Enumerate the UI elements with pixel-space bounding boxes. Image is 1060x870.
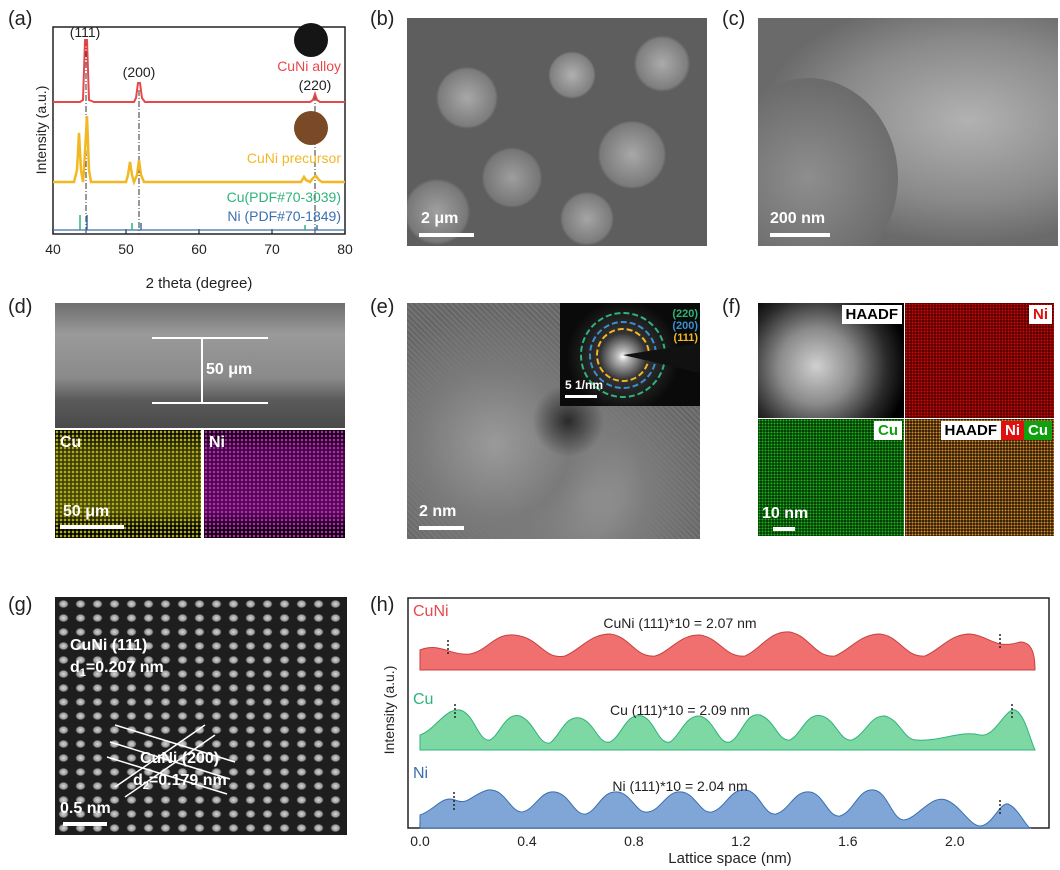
h-xlabel: Lattice space (nm) xyxy=(668,850,791,867)
x-tick-label: 1.2 xyxy=(731,833,751,849)
d-spacing-2: d2=0.179 nm xyxy=(133,772,227,793)
panel-label-d: (d) xyxy=(8,296,33,318)
plane-label-1: CuNi (111) xyxy=(70,637,148,654)
panel-label-e: (e) xyxy=(370,296,395,318)
xrd-xlabel: 2 theta (degree) xyxy=(146,275,253,292)
x-tick-label: 1.6 xyxy=(838,833,858,849)
cu-equation: Cu (111)*10 = 2.09 nm xyxy=(610,702,750,718)
scale-bar-label: 2 nm xyxy=(419,503,457,520)
x-tick-label: 0.8 xyxy=(624,833,644,849)
scale-bar xyxy=(773,527,795,531)
peak-label-200: (200) xyxy=(123,64,156,80)
ni-ref-label: Ni (PDF#70-1849) xyxy=(227,208,341,224)
thickness-arrow xyxy=(201,339,203,402)
scale-bar-label: 200 nm xyxy=(770,210,826,227)
cuni-profile xyxy=(419,631,1036,671)
merge-haadf-tag: HAADF xyxy=(940,421,1001,440)
cuni-series-label: CuNi xyxy=(413,603,449,620)
merge-ni-tag: Ni xyxy=(1001,421,1024,440)
haadf-image: HAADF xyxy=(758,303,904,418)
peak-label-220: (220) xyxy=(299,77,332,93)
panel-label-f: (f) xyxy=(722,296,741,318)
alloy-photo xyxy=(294,23,328,57)
saed-ring-200: (200) xyxy=(672,320,698,332)
x-tick-label: 40 xyxy=(45,241,61,257)
eds-map-merge: HAADF Ni Cu xyxy=(905,419,1054,536)
ni-tag: Ni xyxy=(1029,305,1052,324)
panel-label-h: (h) xyxy=(370,594,395,616)
sem-image-b: 2 μm xyxy=(407,18,707,246)
eds-label-ni: Ni xyxy=(209,434,225,451)
precursor-pattern xyxy=(53,115,345,186)
sem-image-c: 200 nm xyxy=(758,18,1058,246)
ni-equation: Ni (111)*10 = 2.04 nm xyxy=(612,778,747,794)
hrtem-image-e: 2 nm xyxy=(407,303,700,539)
cu-series-label: Cu xyxy=(413,691,433,708)
x-tick-label: 60 xyxy=(191,241,207,257)
x-tick-label: 80 xyxy=(337,241,353,257)
x-tick-label: 0.4 xyxy=(517,833,537,849)
panel-label-b: (b) xyxy=(370,8,395,30)
h-ylabel: Intensity (a.u.) xyxy=(381,666,397,755)
scale-bar xyxy=(60,525,124,529)
panel-label-c: (c) xyxy=(722,8,746,30)
saed-ring-220: (220) xyxy=(672,308,698,320)
thickness-bar-top xyxy=(152,337,268,339)
merge-cu-tag: Cu xyxy=(1024,421,1052,440)
x-tick-label: 50 xyxy=(118,241,134,257)
precursor-photo xyxy=(294,111,328,145)
ni-series-label: Ni xyxy=(413,765,428,782)
scale-bar-label: 50 μm xyxy=(63,503,110,520)
saed-scale-label: 5 1/nm xyxy=(565,378,603,392)
scale-bar-label: 0.5 nm xyxy=(60,800,111,817)
thickness-bar-bottom xyxy=(152,402,268,404)
d-spacing-1: d1=0.207 nm xyxy=(70,659,164,680)
eds-map-cu-f: Cu 10 nm xyxy=(758,419,904,536)
scale-bar xyxy=(419,526,464,530)
x-tick-label: 70 xyxy=(264,241,280,257)
scale-bar xyxy=(770,233,830,237)
panel-label-g: (g) xyxy=(8,594,33,616)
scale-bar-label: 10 nm xyxy=(762,505,809,522)
lattice-profile-chart: 0.0 0.4 0.8 1.2 1.6 2.0 Intensity (a.u.) Latt… xyxy=(381,597,1050,867)
lattice-image-g: CuNi (111) d1=0.207 nm CuNi (200) d2=0.1… xyxy=(55,597,347,835)
cu-ref-label: Cu(PDF#70-3039) xyxy=(227,189,341,205)
scale-bar xyxy=(419,233,474,237)
saed-ring-111: (111) xyxy=(674,332,699,344)
precursor-label: CuNi precursor xyxy=(247,150,341,166)
cu-profile xyxy=(419,709,1036,751)
ni-profile xyxy=(419,789,1032,829)
haadf-tag: HAADF xyxy=(841,305,902,324)
peak-label-111: (111) xyxy=(70,24,101,40)
xrd-ylabel: Intensity (a.u.) xyxy=(33,86,49,175)
alloy-pattern xyxy=(53,39,345,103)
cross-section-image: 50 μm xyxy=(55,303,345,428)
cuni-equation: CuNi (111)*10 = 2.07 nm xyxy=(603,615,756,631)
thickness-label: 50 μm xyxy=(206,361,253,378)
x-tick-label: 2.0 xyxy=(945,833,965,849)
scale-bar-label: 2 μm xyxy=(421,210,459,227)
plane-label-2: CuNi (200) xyxy=(140,750,220,767)
saed-inset: (220) (200) (111) 5 1/nm xyxy=(560,303,700,406)
eds-map-ni-f: Ni xyxy=(905,303,1054,418)
eds-label-cu: Cu xyxy=(60,434,82,451)
eds-map-ni: Ni xyxy=(204,430,345,538)
scale-bar xyxy=(63,822,107,826)
xrd-chart: 40 50 60 70 80 Intensity (a.u.) 2 theta (deg… xyxy=(33,23,353,292)
cu-tag: Cu xyxy=(874,421,902,440)
x-tick-label: 0.0 xyxy=(410,833,430,849)
eds-map-cu: Cu 50 μm xyxy=(55,430,201,538)
alloy-label: CuNi alloy xyxy=(277,58,341,74)
panel-label-a: (a) xyxy=(8,8,33,30)
